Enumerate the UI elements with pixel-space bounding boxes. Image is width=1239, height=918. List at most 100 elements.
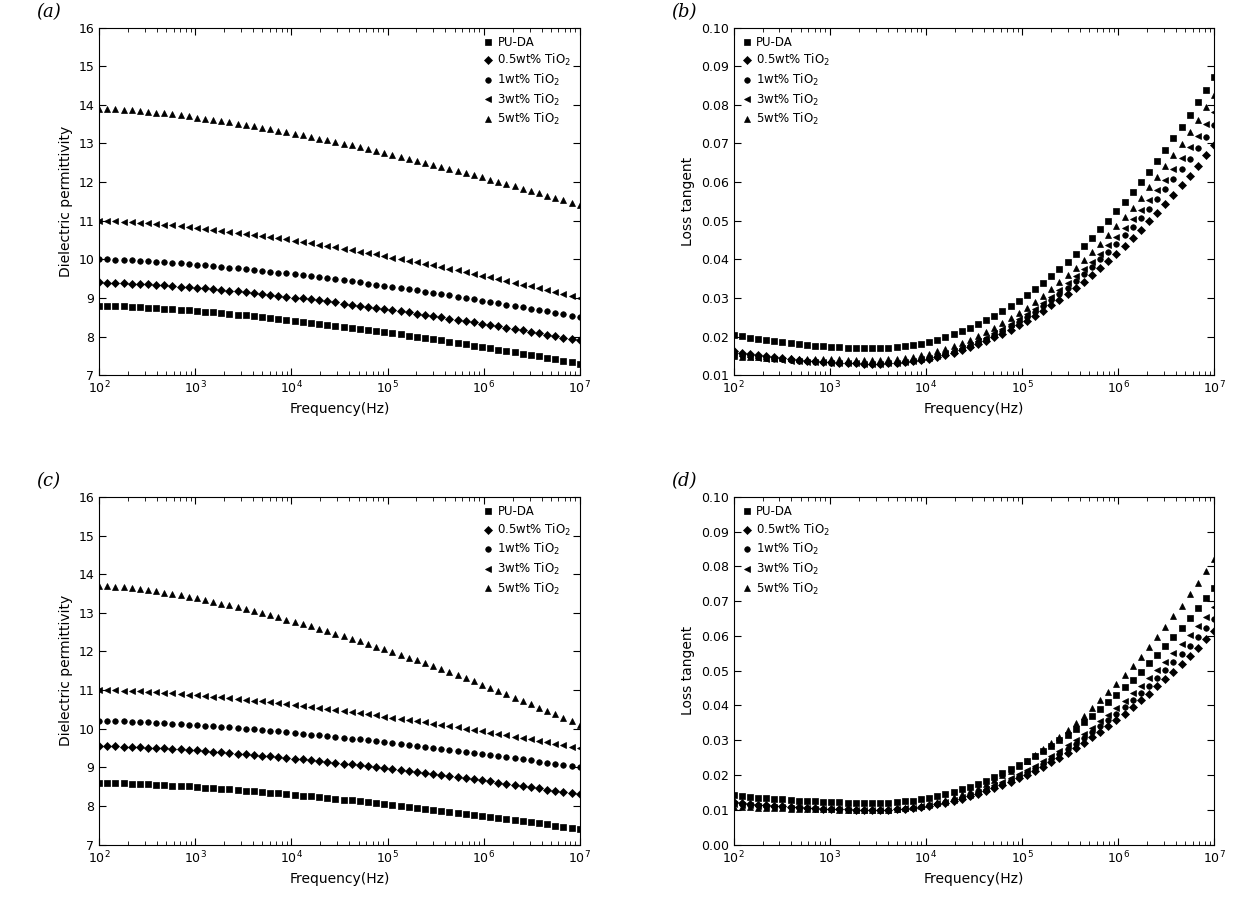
0.5wt% TiO$_2$ (808, 803, 823, 814)
Y-axis label: Dielectric permittivity: Dielectric permittivity (58, 595, 73, 746)
PU-DA (726, 330, 741, 341)
1wt% TiO$_2$ (897, 356, 912, 367)
3wt% TiO$_2$ (572, 293, 587, 304)
PU-DA (890, 797, 904, 808)
1wt% TiO$_2$ (890, 357, 904, 368)
0.5wt% TiO$_2$ (92, 277, 107, 288)
Line: 5wt% TiO$_2$: 5wt% TiO$_2$ (731, 92, 1217, 363)
3wt% TiO$_2$ (1036, 756, 1051, 767)
3wt% TiO$_2$ (173, 220, 188, 231)
0.5wt% TiO$_2$ (872, 358, 887, 369)
PU-DA (230, 309, 245, 320)
5wt% TiO$_2$ (872, 804, 887, 815)
0.5wt% TiO$_2$ (214, 285, 229, 296)
Y-axis label: Loss tangent: Loss tangent (681, 626, 695, 715)
Line: 3wt% TiO$_2$: 3wt% TiO$_2$ (731, 109, 1217, 366)
PU-DA (230, 784, 245, 795)
Line: 5wt% TiO$_2$: 5wt% TiO$_2$ (97, 106, 582, 208)
PU-DA (92, 300, 107, 311)
Line: PU-DA: PU-DA (731, 586, 1217, 806)
0.5wt% TiO$_2$ (173, 281, 188, 292)
5wt% TiO$_2$ (393, 151, 408, 162)
1wt% TiO$_2$ (173, 258, 188, 269)
1wt% TiO$_2$ (865, 804, 880, 815)
1wt% TiO$_2$ (92, 715, 107, 726)
1wt% TiO$_2$ (572, 762, 587, 773)
5wt% TiO$_2$ (572, 720, 587, 731)
5wt% TiO$_2$ (865, 354, 880, 365)
5wt% TiO$_2$ (897, 802, 912, 813)
X-axis label: Frequency(Hz): Frequency(Hz) (924, 402, 1025, 416)
PU-DA (865, 342, 880, 353)
1wt% TiO$_2$ (173, 719, 188, 730)
PU-DA (808, 796, 823, 807)
Line: 1wt% TiO$_2$: 1wt% TiO$_2$ (97, 256, 582, 320)
0.5wt% TiO$_2$ (849, 358, 864, 369)
1wt% TiO$_2$ (1207, 119, 1222, 130)
0.5wt% TiO$_2$ (247, 287, 261, 298)
PU-DA (393, 329, 408, 340)
5wt% TiO$_2$ (255, 608, 270, 619)
5wt% TiO$_2$ (230, 118, 245, 129)
PU-DA (897, 341, 912, 352)
5wt% TiO$_2$ (1207, 89, 1222, 100)
PU-DA (173, 780, 188, 791)
1wt% TiO$_2$ (726, 798, 741, 809)
1wt% TiO$_2$ (808, 356, 823, 367)
1wt% TiO$_2$ (92, 253, 107, 264)
5wt% TiO$_2$ (255, 122, 270, 133)
3wt% TiO$_2$ (1207, 106, 1222, 118)
0.5wt% TiO$_2$ (572, 789, 587, 800)
5wt% TiO$_2$ (890, 803, 904, 814)
3wt% TiO$_2$ (230, 693, 245, 704)
3wt% TiO$_2$ (726, 799, 741, 810)
X-axis label: Frequency(Hz): Frequency(Hz) (924, 871, 1025, 886)
5wt% TiO$_2$ (897, 353, 912, 364)
1wt% TiO$_2$ (393, 283, 408, 294)
3wt% TiO$_2$ (92, 685, 107, 696)
Line: 3wt% TiO$_2$: 3wt% TiO$_2$ (731, 604, 1217, 812)
5wt% TiO$_2$ (890, 353, 904, 364)
PU-DA (572, 823, 587, 834)
5wt% TiO$_2$ (726, 351, 741, 362)
0.5wt% TiO$_2$ (1036, 761, 1051, 772)
PU-DA (808, 341, 823, 352)
3wt% TiO$_2$ (247, 230, 261, 241)
3wt% TiO$_2$ (872, 358, 887, 369)
Line: 1wt% TiO$_2$: 1wt% TiO$_2$ (731, 616, 1217, 812)
Line: 0.5wt% TiO$_2$: 0.5wt% TiO$_2$ (731, 628, 1217, 812)
3wt% TiO$_2$ (849, 358, 864, 369)
1wt% TiO$_2$ (890, 803, 904, 814)
3wt% TiO$_2$ (865, 804, 880, 815)
3wt% TiO$_2$ (1207, 601, 1222, 612)
0.5wt% TiO$_2$ (1036, 306, 1051, 317)
5wt% TiO$_2$ (1207, 554, 1222, 565)
0.5wt% TiO$_2$ (92, 741, 107, 752)
1wt% TiO$_2$ (897, 803, 912, 814)
Line: 0.5wt% TiO$_2$: 0.5wt% TiO$_2$ (97, 744, 582, 797)
PU-DA (890, 341, 904, 353)
0.5wt% TiO$_2$ (255, 288, 270, 299)
1wt% TiO$_2$ (872, 804, 887, 815)
0.5wt% TiO$_2$ (726, 346, 741, 357)
Line: 3wt% TiO$_2$: 3wt% TiO$_2$ (97, 218, 582, 301)
PU-DA (214, 783, 229, 794)
0.5wt% TiO$_2$ (865, 804, 880, 815)
Line: PU-DA: PU-DA (97, 780, 582, 832)
PU-DA (872, 798, 887, 809)
3wt% TiO$_2$ (808, 803, 823, 814)
3wt% TiO$_2$ (872, 804, 887, 815)
1wt% TiO$_2$ (214, 262, 229, 273)
3wt% TiO$_2$ (572, 743, 587, 754)
5wt% TiO$_2$ (1036, 290, 1051, 301)
PU-DA (849, 797, 864, 808)
PU-DA (214, 308, 229, 319)
0.5wt% TiO$_2$ (1207, 625, 1222, 636)
1wt% TiO$_2$ (247, 264, 261, 275)
Y-axis label: Dielectric permittivity: Dielectric permittivity (58, 126, 73, 277)
1wt% TiO$_2$ (1207, 613, 1222, 624)
Line: PU-DA: PU-DA (731, 73, 1217, 351)
1wt% TiO$_2$ (230, 263, 245, 274)
3wt% TiO$_2$ (393, 713, 408, 724)
0.5wt% TiO$_2$ (897, 357, 912, 368)
